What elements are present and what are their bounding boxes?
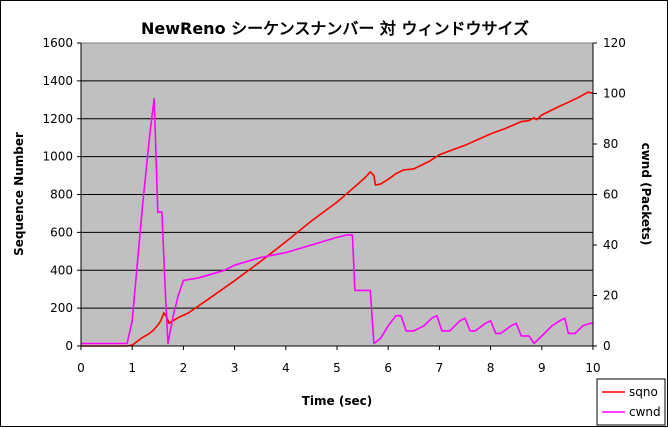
x-axis-title: Time (sec) (302, 394, 372, 408)
legend-label-sqno: sqno (629, 385, 658, 399)
y-tick-label-6: 1200 (42, 112, 73, 126)
y-tick-label-2: 400 (50, 263, 73, 277)
y-tick-label-0: 0 (65, 339, 73, 353)
y-tick-label-3: 600 (50, 225, 73, 239)
x-tick-label-7: 7 (436, 361, 444, 375)
x-tick-label-10: 10 (585, 361, 600, 375)
x-tick-label-3: 3 (231, 361, 239, 375)
y-axis-title: Sequence Number (12, 132, 26, 256)
tick-labels: 0200400600800100012001400160002040608010… (42, 36, 625, 375)
axes (77, 42, 597, 350)
legend: sqno cwnd (596, 378, 666, 426)
series-line-sqno (81, 91, 594, 347)
y2-tick-label-5: 100 (603, 87, 626, 101)
x-tick-label-6: 6 (384, 361, 392, 375)
x-tick-label-5: 5 (333, 361, 341, 375)
y2-tick-label-0: 0 (603, 339, 611, 353)
y-tick-label-8: 1600 (42, 36, 73, 50)
y2-tick-label-2: 40 (603, 238, 618, 252)
legend-box (596, 378, 666, 426)
series-line-cwnd (81, 97, 593, 345)
series-layer (81, 91, 594, 347)
x-tick-label-0: 0 (77, 361, 85, 375)
y-tick-label-4: 800 (50, 188, 73, 202)
y2-tick-label-4: 80 (603, 137, 618, 151)
y2-axis-title: cwnd (Packets) (639, 143, 653, 246)
x-tick-label-9: 9 (538, 361, 546, 375)
x-tick-label-4: 4 (282, 361, 290, 375)
x-tick-label-2: 2 (180, 361, 188, 375)
legend-label-cwnd: cwnd (629, 405, 661, 419)
y-tick-label-7: 1400 (42, 74, 73, 88)
y2-tick-label-6: 120 (603, 36, 626, 50)
x-tick-label-1: 1 (128, 361, 136, 375)
y-tick-label-5: 1000 (42, 150, 73, 164)
y-tick-label-1: 200 (50, 301, 73, 315)
y2-tick-label-3: 60 (603, 188, 618, 202)
chart-title: NewReno シーケンスナンバー 対 ウィンドウサイズ (141, 19, 529, 38)
x-tick-label-8: 8 (487, 361, 495, 375)
y2-tick-label-1: 20 (603, 289, 618, 303)
